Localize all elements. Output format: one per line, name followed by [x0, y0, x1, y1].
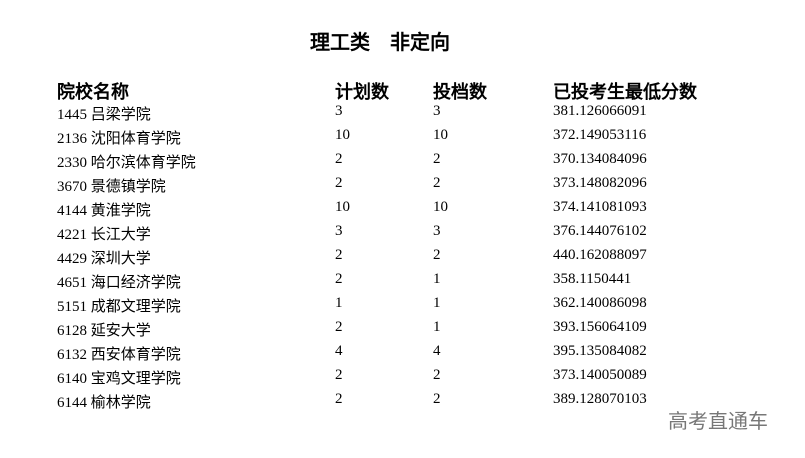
cell-min-score: 374.141081093 [553, 199, 647, 215]
cell-min-score: 362.140086098 [553, 295, 647, 311]
cell-plan: 2 [335, 151, 343, 167]
table-row: 1445 吕梁学院 3 3 381.126066091 [0, 103, 805, 127]
table-row: 4429 深圳大学 2 2 440.162088097 [0, 247, 805, 271]
watermark: 高考直通车 [668, 409, 768, 433]
page-title: 理工类 非定向 [310, 32, 450, 54]
cell-admitted: 2 [433, 391, 441, 407]
cell-school: 4651 海口经济学院 [57, 275, 181, 291]
cell-min-score: 389.128070103 [553, 391, 647, 407]
cell-plan: 2 [335, 319, 343, 335]
cell-plan: 2 [335, 175, 343, 191]
cell-admitted: 2 [433, 247, 441, 263]
cell-school: 6128 延安大学 [57, 323, 151, 339]
cell-min-score: 372.149053116 [553, 127, 647, 143]
cell-admitted: 2 [433, 175, 441, 191]
cell-admitted: 1 [433, 319, 441, 335]
table-row: 2136 沈阳体育学院 10 10 372.149053116 [0, 127, 805, 151]
cell-school: 6144 榆林学院 [57, 395, 151, 411]
cell-min-score: 393.156064109 [553, 319, 647, 335]
table-row: 6140 宝鸡文理学院 2 2 373.140050089 [0, 367, 805, 391]
cell-min-score: 395.135084082 [553, 343, 647, 359]
header-admitted: 投档数 [433, 82, 487, 102]
cell-admitted: 1 [433, 271, 441, 287]
cell-school: 3670 景德镇学院 [57, 179, 166, 195]
cell-admitted: 10 [433, 127, 448, 143]
table-row: 6144 榆林学院 2 2 389.128070103 [0, 391, 805, 415]
cell-admitted: 3 [433, 103, 441, 119]
cell-min-score: 373.140050089 [553, 367, 647, 383]
table-header: 院校名称 计划数 投档数 已投考生最低分数 [0, 78, 805, 102]
cell-admitted: 2 [433, 367, 441, 383]
cell-plan: 2 [335, 367, 343, 383]
cell-school: 6140 宝鸡文理学院 [57, 371, 181, 387]
cell-min-score: 376.144076102 [553, 223, 647, 239]
cell-plan: 3 [335, 103, 343, 119]
cell-admitted: 4 [433, 343, 441, 359]
cell-admitted: 2 [433, 151, 441, 167]
cell-min-score: 381.126066091 [553, 103, 647, 119]
cell-plan: 2 [335, 247, 343, 263]
header-min-score: 已投考生最低分数 [553, 82, 697, 102]
table-row: 4651 海口经济学院 2 1 358.1150441 [0, 271, 805, 295]
table-row: 5151 成都文理学院 1 1 362.140086098 [0, 295, 805, 319]
cell-admitted: 3 [433, 223, 441, 239]
cell-plan: 10 [335, 127, 350, 143]
table-row: 6128 延安大学 2 1 393.156064109 [0, 319, 805, 343]
cell-plan: 4 [335, 343, 343, 359]
table-row: 4221 长江大学 3 3 376.144076102 [0, 223, 805, 247]
cell-school: 2136 沈阳体育学院 [57, 131, 181, 147]
table-row: 4144 黄淮学院 10 10 374.141081093 [0, 199, 805, 223]
cell-min-score: 373.148082096 [553, 175, 647, 191]
header-school: 院校名称 [57, 82, 129, 102]
cell-school: 5151 成都文理学院 [57, 299, 181, 315]
cell-admitted: 10 [433, 199, 448, 215]
table-row: 6132 西安体育学院 4 4 395.135084082 [0, 343, 805, 367]
cell-plan: 1 [335, 295, 343, 311]
cell-min-score: 440.162088097 [553, 247, 647, 263]
cell-min-score: 358.1150441 [553, 271, 632, 287]
cell-plan: 10 [335, 199, 350, 215]
cell-school: 4144 黄淮学院 [57, 203, 151, 219]
cell-school: 2330 哈尔滨体育学院 [57, 155, 196, 171]
cell-school: 6132 西安体育学院 [57, 347, 181, 363]
cell-school: 4221 长江大学 [57, 227, 151, 243]
cell-plan: 2 [335, 271, 343, 287]
table-row: 3670 景德镇学院 2 2 373.148082096 [0, 175, 805, 199]
table-row: 2330 哈尔滨体育学院 2 2 370.134084096 [0, 151, 805, 175]
cell-admitted: 1 [433, 295, 441, 311]
cell-school: 1445 吕梁学院 [57, 107, 151, 123]
cell-min-score: 370.134084096 [553, 151, 647, 167]
cell-plan: 3 [335, 223, 343, 239]
cell-plan: 2 [335, 391, 343, 407]
cell-school: 4429 深圳大学 [57, 251, 151, 267]
header-plan: 计划数 [335, 82, 389, 102]
